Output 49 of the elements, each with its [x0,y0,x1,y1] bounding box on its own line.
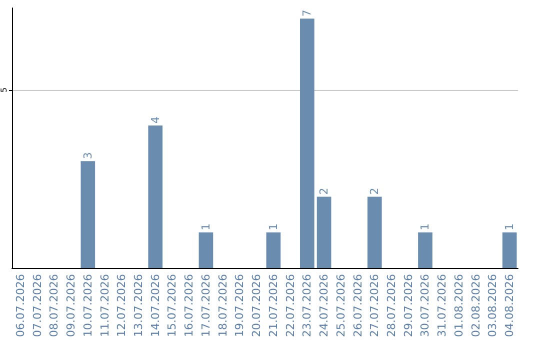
x-tick-label: 24.07.2026 [318,274,331,338]
data-label: 7 [300,10,314,17]
bar [502,232,517,268]
x-tick-label: 03.08.2026 [486,274,500,338]
bar [367,196,382,268]
bar [198,232,214,268]
x-tick-label: 14.07.2026 [148,274,162,338]
x-tick-label: 10.07.2026 [81,274,94,338]
x-tick-label: 09.07.2026 [64,274,78,338]
x-tick-label: 23.07.2026 [300,274,314,338]
x-tick-label: 26.07.2026 [351,274,364,338]
data-label: 1 [266,223,280,230]
bar [266,232,281,268]
bar [80,161,96,268]
x-tick-label: 15.07.2026 [166,274,179,338]
x-tick-label: 29.07.2026 [402,274,415,338]
x-tick-label: 20.07.2026 [250,274,264,338]
data-label: 4 [148,116,162,124]
x-tick-label: 31.07.2026 [436,274,449,338]
x-tick-label: 08.07.2026 [48,274,61,338]
data-label: 2 [318,188,331,195]
x-tick-label: 13.07.2026 [132,274,145,338]
data-label: 1 [199,223,212,230]
x-tick-label: 12.07.2026 [115,274,128,338]
x-tick-label: 16.07.2026 [182,274,196,338]
x-tick-label: 21.07.2026 [266,274,280,338]
x-tick-label: 18.07.2026 [216,274,230,338]
x-tick-label: 06.07.2026 [14,274,27,338]
data-label: 3 [81,152,94,160]
x-tick-label: 17.07.2026 [199,274,212,338]
bar [316,196,332,268]
data-label: 1 [503,223,516,230]
bar [300,18,314,268]
x-tick-label: 04.08.2026 [503,274,516,338]
y-tick-label: 5 [0,87,8,92]
x-tick-label: 01.08.2026 [452,274,466,338]
x-tick-label: 22.07.2026 [284,274,297,338]
x-tick-label: 07.07.2026 [30,274,44,338]
x-tick-label: 11.07.2026 [98,274,112,338]
bar [148,126,163,268]
x-tick-label: 02.08.2026 [469,274,482,338]
x-tick-label: 25.07.2026 [334,274,348,338]
x-tick-label: 28.07.2026 [385,274,398,338]
bar [418,232,432,268]
x-tick-label: 19.07.2026 [233,274,246,338]
x-tick-label: 30.07.2026 [418,274,432,338]
data-label: 2 [368,188,382,195]
x-tick-label: 27.07.2026 [368,274,382,338]
data-label: 1 [418,223,432,230]
